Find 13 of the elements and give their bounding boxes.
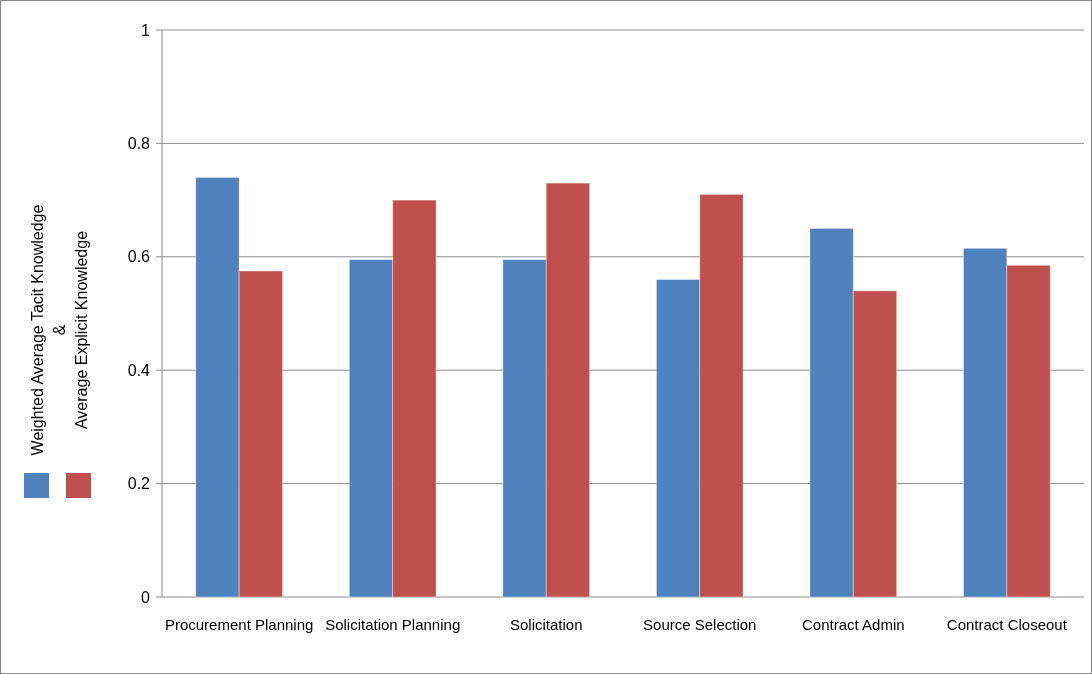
x-tick-label: Solicitation Planning <box>325 616 461 633</box>
x-tick-label: Solicitation <box>509 616 583 633</box>
x-tick-label: Procurement Planning <box>164 616 314 633</box>
y-tick-label: 0.6 <box>127 248 151 266</box>
y-tick-label: 0.2 <box>127 475 151 493</box>
y-tick-label: 1 <box>141 21 151 39</box>
x-tick-label: Source Selection <box>643 616 757 633</box>
y-tick-label: 0.8 <box>127 135 151 152</box>
x-tick-label: Contract Admin <box>802 616 905 633</box>
y-axis-title: Weighted Average Tacit Knowledge & Average Explicit Knowledge <box>29 204 90 456</box>
y-tick-label: 0 <box>141 588 151 606</box>
x-tick-label: Contract Closeout <box>946 616 1068 633</box>
y-tick-label: 0.4 <box>127 361 151 379</box>
